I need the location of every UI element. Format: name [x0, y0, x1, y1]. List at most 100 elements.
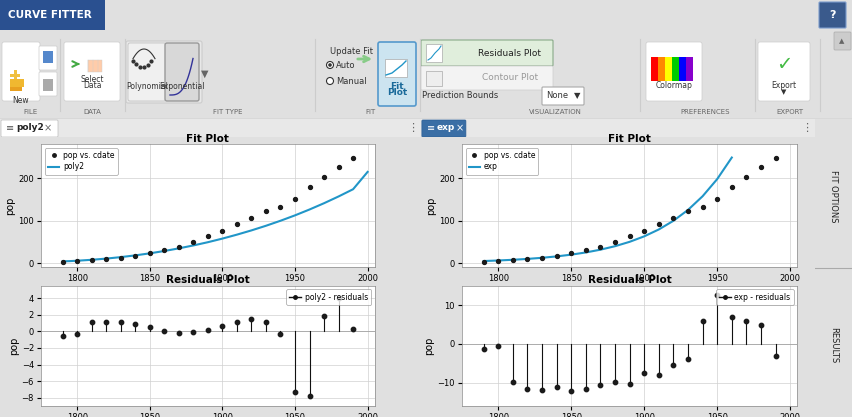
Text: ≡: ≡	[427, 123, 435, 133]
FancyBboxPatch shape	[819, 2, 846, 28]
Legend: exp - residuals: exp - residuals	[717, 289, 794, 304]
Point	[637, 370, 651, 377]
Point	[492, 258, 505, 264]
Bar	[43, 51, 53, 63]
Point	[114, 254, 128, 261]
FancyBboxPatch shape	[422, 120, 466, 137]
Text: FILE: FILE	[23, 109, 37, 115]
Title: Fit Plot: Fit Plot	[187, 133, 229, 143]
Point	[317, 173, 331, 180]
Point	[535, 387, 549, 393]
Point	[769, 154, 782, 161]
Point	[129, 321, 142, 327]
Text: Update Fit: Update Fit	[330, 47, 373, 55]
Point	[608, 239, 622, 245]
Point	[129, 253, 142, 259]
Bar	[426, 71, 442, 86]
Bar	[426, 44, 442, 62]
Point	[652, 372, 665, 378]
Point	[696, 317, 710, 324]
Bar	[88, 60, 102, 72]
Point	[682, 356, 695, 363]
Text: ?: ?	[829, 10, 835, 20]
Point	[187, 239, 200, 245]
Point	[725, 184, 739, 191]
Text: Exponential: Exponential	[159, 82, 204, 91]
Point	[652, 221, 665, 227]
Point	[317, 313, 331, 320]
Point	[302, 184, 316, 191]
Point	[56, 333, 70, 340]
Point	[666, 215, 680, 221]
Bar	[10, 82, 22, 91]
Text: Plot: Plot	[387, 88, 407, 97]
FancyBboxPatch shape	[128, 43, 166, 101]
Point	[71, 258, 84, 264]
Text: PREFERENCES: PREFERENCES	[680, 109, 730, 115]
Y-axis label: pop: pop	[426, 197, 436, 215]
Point	[579, 385, 593, 392]
Point	[331, 295, 345, 301]
Text: None: None	[546, 91, 568, 100]
Text: Export: Export	[771, 81, 797, 90]
Point	[725, 314, 739, 320]
FancyBboxPatch shape	[39, 46, 57, 70]
Circle shape	[328, 63, 331, 67]
FancyBboxPatch shape	[421, 40, 553, 66]
X-axis label: cdate: cdate	[616, 286, 643, 296]
Bar	[10, 74, 20, 77]
Point	[71, 331, 84, 337]
Point	[754, 321, 768, 328]
Point	[579, 246, 593, 253]
Bar	[385, 59, 407, 77]
Point	[637, 228, 651, 234]
Bar	[43, 79, 53, 91]
Point	[288, 196, 302, 202]
Text: DATA: DATA	[83, 109, 101, 115]
Text: ▲: ▲	[839, 38, 844, 44]
Point	[623, 233, 636, 240]
Y-axis label: pop: pop	[5, 197, 15, 215]
Point	[564, 387, 578, 394]
Point	[769, 352, 782, 359]
Bar	[686, 57, 693, 81]
Bar	[679, 57, 686, 81]
Text: Residuals Plot: Residuals Plot	[479, 48, 542, 58]
Text: ≡: ≡	[6, 123, 14, 133]
Text: ▼: ▼	[573, 91, 580, 100]
Text: Contour Plot: Contour Plot	[482, 73, 538, 83]
Point	[506, 257, 520, 264]
Point	[711, 196, 724, 202]
Text: ⋮: ⋮	[801, 123, 812, 133]
Point	[740, 173, 753, 180]
Point	[114, 319, 128, 326]
Point	[100, 256, 113, 262]
Point	[754, 163, 768, 170]
Point	[594, 244, 607, 250]
Text: Manual: Manual	[336, 76, 366, 85]
Point	[477, 346, 491, 352]
Bar	[10, 79, 24, 87]
Text: Fit: Fit	[390, 82, 404, 91]
Title: Fit Plot: Fit Plot	[608, 133, 651, 143]
Text: CURVE FITTER: CURVE FITTER	[8, 10, 92, 20]
Point	[143, 250, 157, 257]
Point	[696, 204, 710, 211]
Text: Data: Data	[83, 81, 101, 90]
Point	[623, 380, 636, 387]
FancyBboxPatch shape	[421, 66, 553, 90]
X-axis label: cdate: cdate	[194, 286, 222, 296]
Point	[230, 221, 244, 227]
Text: Colormap: Colormap	[655, 81, 693, 90]
Point	[492, 342, 505, 349]
Circle shape	[326, 78, 333, 85]
Text: EXPORT: EXPORT	[776, 109, 803, 115]
Point	[682, 208, 695, 214]
FancyBboxPatch shape	[1, 120, 58, 137]
Text: ×: ×	[44, 123, 52, 133]
Point	[550, 253, 563, 259]
Point	[56, 258, 70, 265]
Text: poly2: poly2	[16, 123, 43, 133]
Point	[331, 163, 345, 170]
Point	[172, 330, 186, 337]
